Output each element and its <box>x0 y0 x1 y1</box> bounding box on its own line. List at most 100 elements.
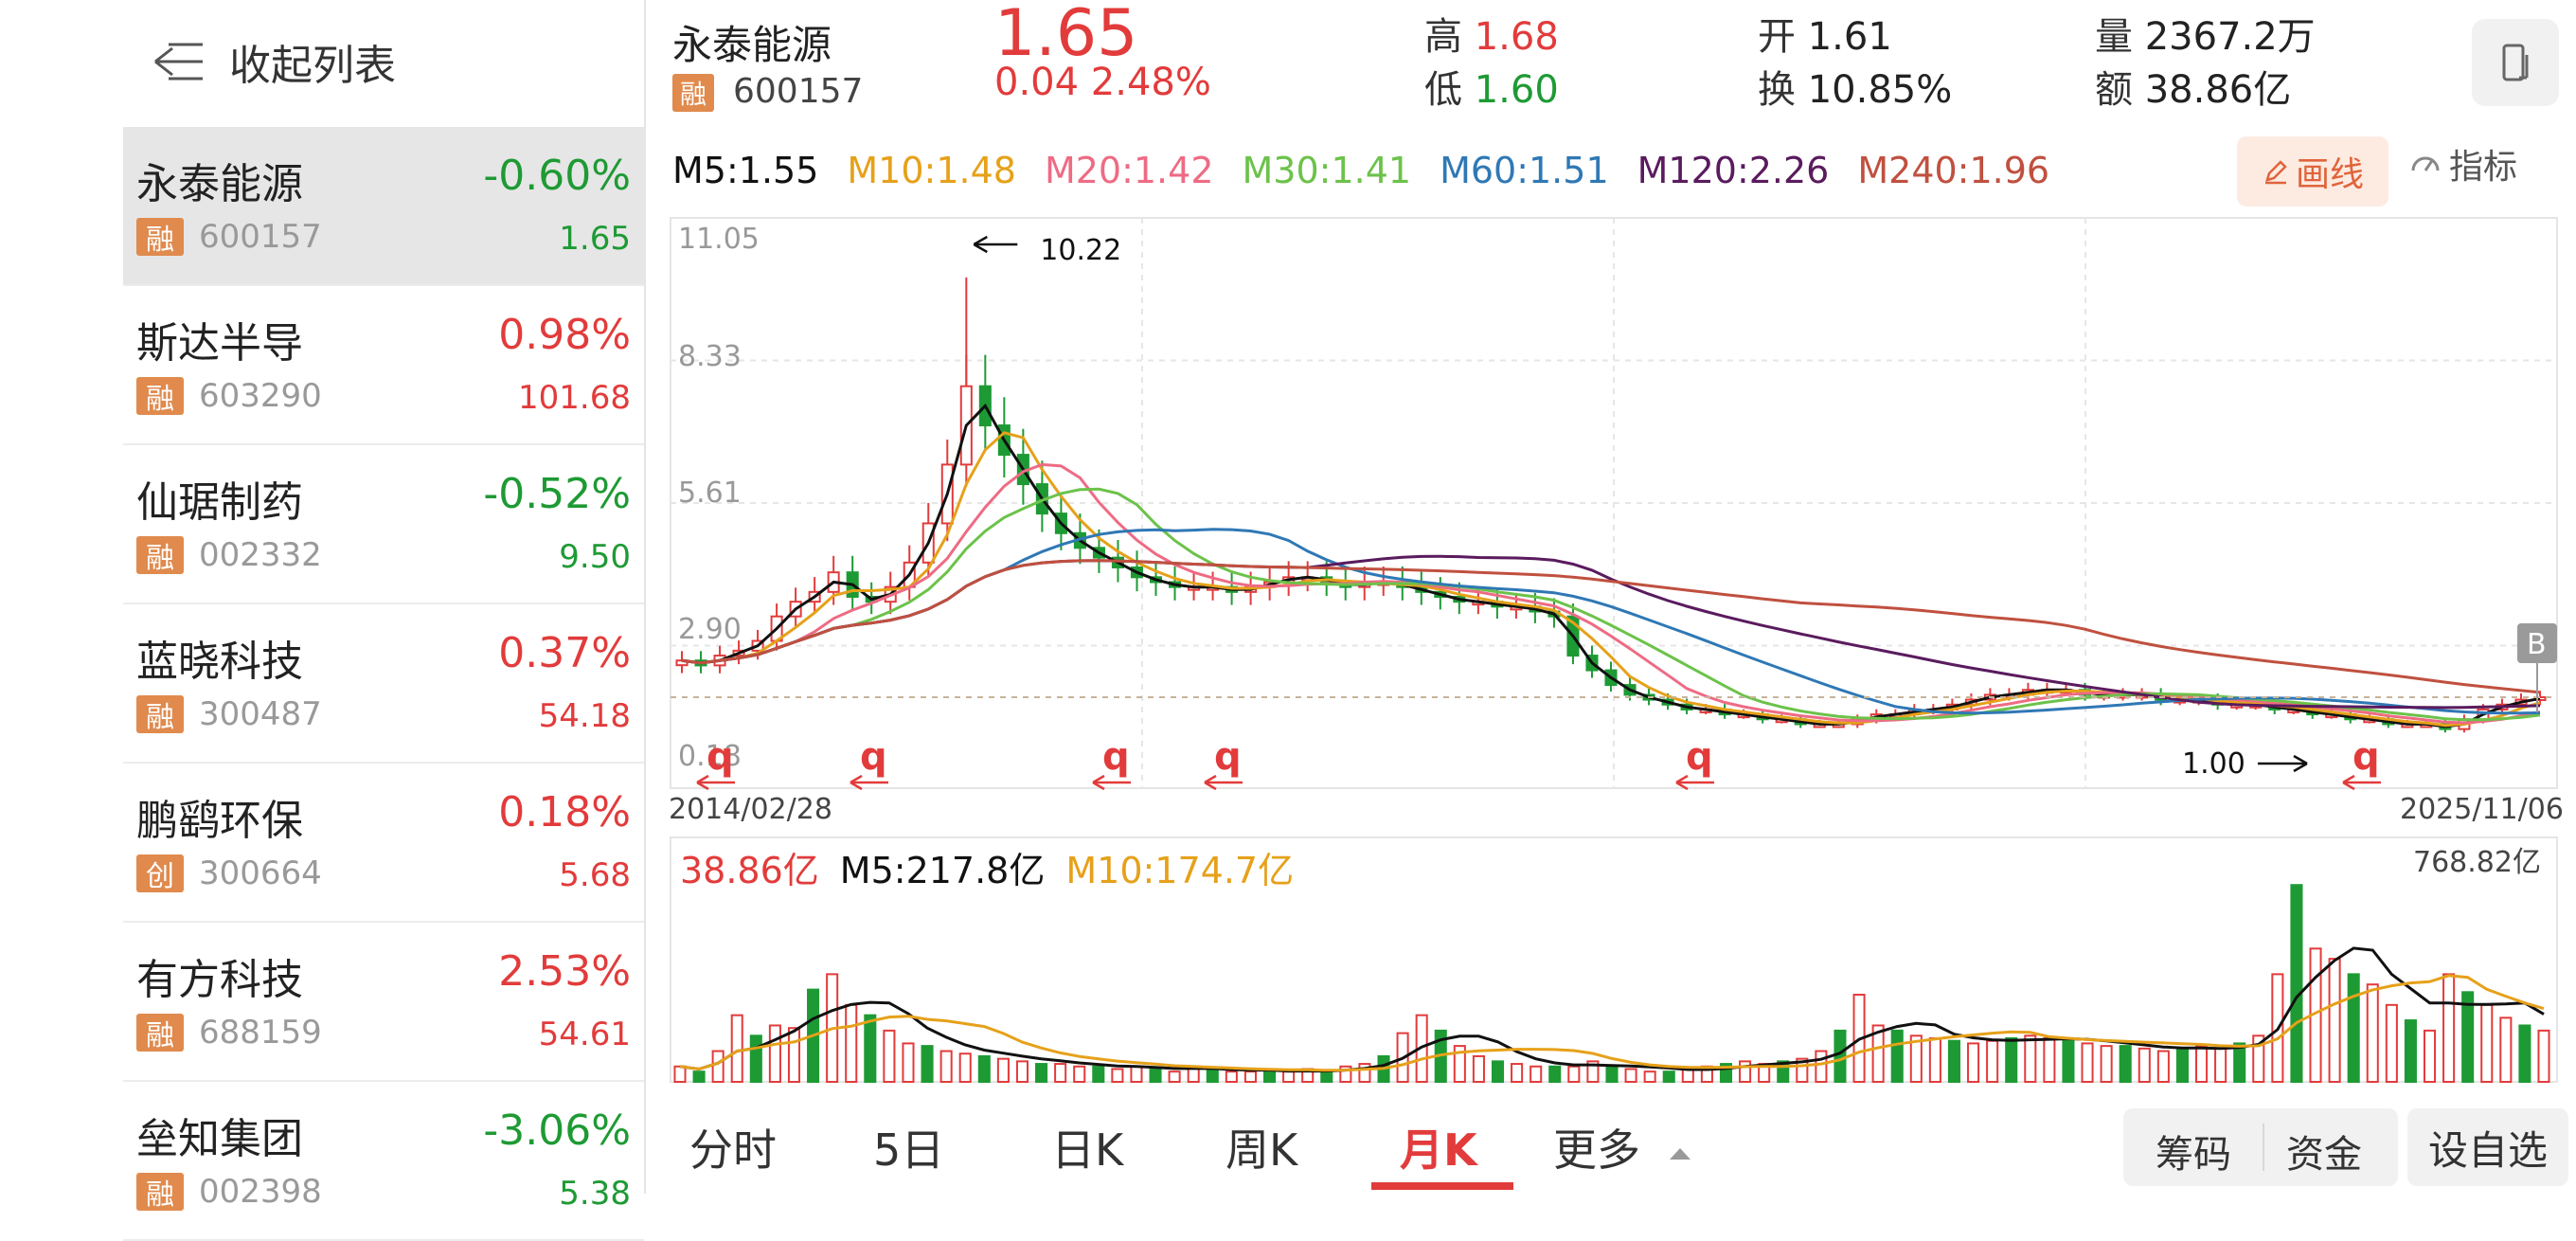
volume-bar <box>1624 1068 1637 1084</box>
volume-bar <box>1035 1063 1048 1084</box>
q-marker-arrow-head <box>2342 774 2355 791</box>
stock-item-change: -0.52% <box>483 470 631 518</box>
kline-chart[interactable]: 11.05 8.33 5.61 2.90 0.18 10.22 1.00 q q q q q q B 201… <box>0 0 2576 1194</box>
volume-bar <box>2480 1003 2494 1084</box>
period-tabs: 分时 5日 日K 周K 月K 更多 <box>653 1105 2093 1194</box>
chip-distribution-button[interactable]: 筹码 <box>2156 1133 2231 1177</box>
stock-list-item[interactable]: 永泰能源 -0.60% 融 600157 1.65 <box>123 127 644 286</box>
tab-intraday[interactable]: 分时 <box>689 1124 777 1176</box>
volume-bar <box>958 1052 972 1084</box>
caret-up-icon <box>1669 1147 1690 1160</box>
volume-bar <box>1719 1063 1733 1084</box>
indicator-button[interactable]: 指标 <box>2407 140 2517 188</box>
stock-list-item[interactable]: 有方科技 2.53% 融 688159 54.61 <box>123 923 644 1082</box>
stock-item-name: 永泰能源 <box>136 160 303 208</box>
volume-bar <box>2347 973 2360 1084</box>
volume-bar <box>2328 958 2341 1084</box>
q-marker-label: q <box>1686 735 1713 779</box>
volume-bar <box>673 1065 687 1084</box>
stock-item-name: 鹏鹞环保 <box>136 797 303 845</box>
volume-bar <box>1986 1039 1999 1084</box>
screen-rotate-button[interactable] <box>2472 19 2559 106</box>
volume-bar <box>2005 1037 2018 1084</box>
volume-bar <box>1511 1063 1524 1084</box>
draw-line-label: 画线 <box>2295 155 2364 194</box>
gauge-icon <box>2411 156 2440 171</box>
tab-daily-k[interactable]: 日K <box>1051 1124 1124 1176</box>
volume-bar <box>1092 1065 1105 1084</box>
stock-item-code: 002332 <box>199 536 322 574</box>
add-watchlist-button[interactable]: 设自选 <box>2407 1108 2568 1186</box>
q-marker-arrow-head <box>696 774 709 791</box>
tab-monthly-k[interactable]: 月K <box>1400 1124 1477 1176</box>
quote-low: 低 1.60 <box>1424 68 1559 112</box>
volume-bar <box>883 1029 896 1084</box>
volume-bar <box>1282 1070 1296 1084</box>
stock-item-name: 有方科技 <box>136 956 303 1004</box>
sidebar-divider <box>644 0 646 1194</box>
tab-5day[interactable]: 5日 <box>873 1124 945 1176</box>
q-marker-label: q <box>860 735 887 779</box>
volume-bar <box>2214 1047 2227 1084</box>
stock-item-code: 603290 <box>199 377 322 415</box>
volume-amount: 38.86亿 <box>680 850 819 891</box>
volume-bar <box>2404 1019 2417 1084</box>
volume-bar <box>1358 1063 1371 1084</box>
stock-item-change: -3.06% <box>483 1106 631 1155</box>
volume-bar <box>1890 1029 1904 1084</box>
volume-bar <box>1262 1070 1277 1084</box>
stock-item-code: 300487 <box>199 695 322 733</box>
volume-bar <box>2194 1045 2209 1084</box>
ma5-label: M5:1.55 <box>672 150 819 191</box>
stock-list-item[interactable]: 斯达半导 0.98% 融 603290 101.68 <box>123 286 644 445</box>
stock-item-badge: 融 <box>136 536 184 575</box>
stock-item-change: 2.53% <box>498 947 631 996</box>
volume-bar <box>902 1042 915 1084</box>
ma10-line <box>681 431 2541 728</box>
tab-weekly-k[interactable]: 周K <box>1225 1124 1298 1176</box>
ma-legend: M5:1.55 M10:1.48 M20:1.42 M30:1.41 M60:1… <box>672 150 2049 197</box>
stock-code: 600157 <box>733 72 864 111</box>
stock-item-name: 仙琚制药 <box>136 478 303 527</box>
volume-bar <box>1909 1034 1923 1084</box>
stock-item-change: 0.37% <box>498 629 631 677</box>
stock-item-price: 9.50 <box>559 538 631 576</box>
tab-more-label: 更多 <box>1553 1124 1640 1176</box>
q-marker-label: q <box>1214 735 1242 779</box>
stock-item-badge: 融 <box>136 218 184 257</box>
volume-bar <box>1815 1050 1828 1084</box>
volume-bar <box>1472 1054 1485 1084</box>
low-price-label: 1.00 <box>2182 747 2245 781</box>
stock-item-badge: 创 <box>136 854 184 893</box>
stock-list-item[interactable]: 仙琚制药 -0.52% 融 002332 9.50 <box>123 445 644 604</box>
volume-bar <box>1928 1037 1941 1084</box>
high-arrow-head <box>973 235 988 254</box>
volume-bar <box>1796 1057 1809 1084</box>
tab-more[interactable]: 更多 <box>1553 1116 1694 1178</box>
quote-amount: 额 38.86亿 <box>2095 68 2292 112</box>
volume-bar <box>730 1014 743 1084</box>
fund-flow-button[interactable]: 资金 <box>2286 1133 2362 1177</box>
volume-bar <box>2290 884 2303 1084</box>
quote-open: 开 1.61 <box>1758 15 1892 59</box>
ma120-label: M120:2.26 <box>1637 150 1830 191</box>
high-price-label: 10.22 <box>1040 234 1121 267</box>
stock-list-item[interactable]: 鹏鹞环保 0.18% 创 300664 5.68 <box>123 764 644 923</box>
collapse-list-button[interactable]: 收起列表 <box>152 28 396 95</box>
ma240-line <box>681 559 2541 694</box>
stock-list-item[interactable]: 蓝晓科技 0.37% 融 300487 54.18 <box>123 604 644 764</box>
volume-bar <box>1243 1070 1257 1084</box>
volume-bar <box>711 1050 724 1084</box>
volume-m10: M10:174.7亿 <box>1065 850 1295 891</box>
stock-item-code: 688159 <box>199 1014 322 1052</box>
quote-high: 高 1.68 <box>1424 15 1559 59</box>
draw-line-button[interactable]: 画线 <box>2237 136 2388 207</box>
volume-bar <box>1320 1070 1333 1084</box>
phone-rotate-icon <box>2502 44 2529 81</box>
date-end-label: 2025/11/06 <box>2400 793 2564 826</box>
volume-bar <box>1491 1060 1505 1084</box>
ma10-label: M10:1.48 <box>847 150 1016 191</box>
price-axis-label: 5.61 <box>678 477 742 510</box>
volume-legend: 38.86亿 M5:217.8亿 M10:174.7亿 <box>680 841 1294 893</box>
ma20-label: M20:1.42 <box>1044 150 1214 191</box>
